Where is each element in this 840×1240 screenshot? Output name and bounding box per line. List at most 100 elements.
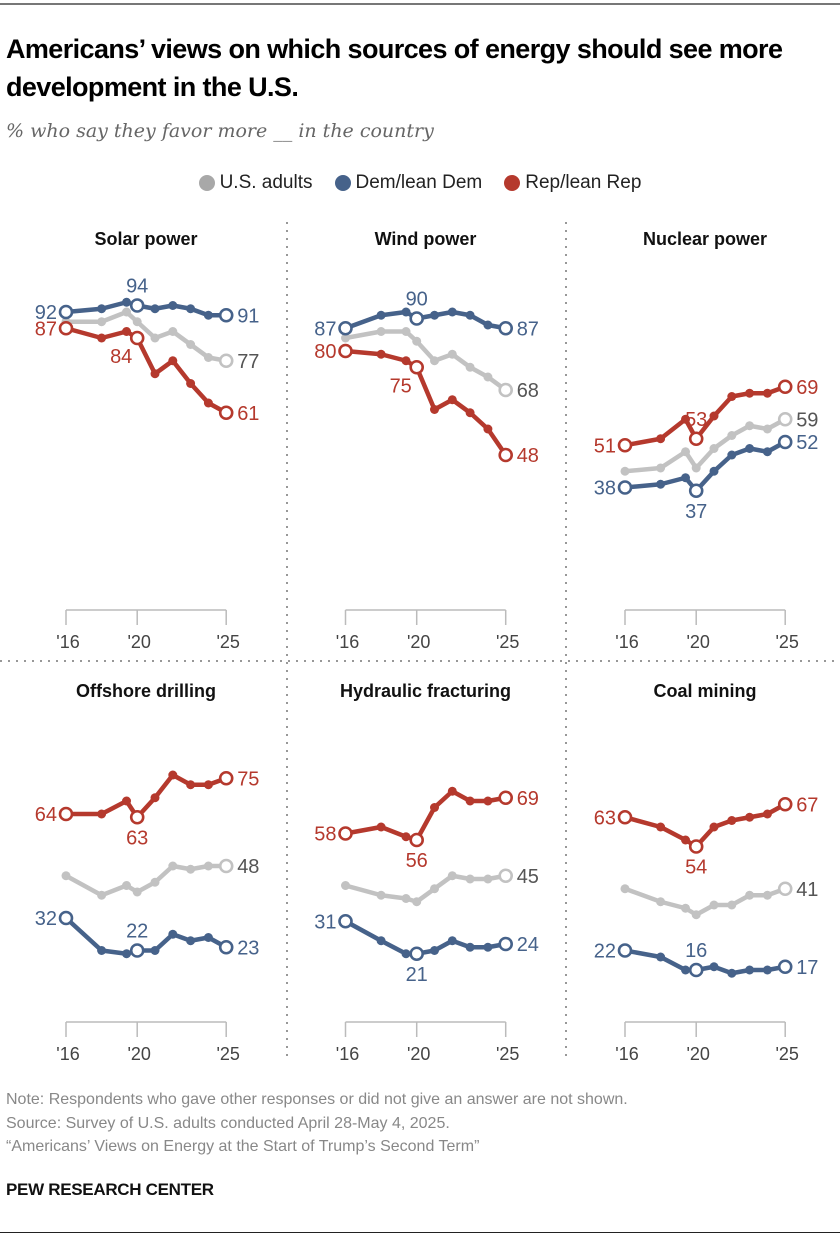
data-point-open-us <box>777 411 793 427</box>
panel-offshore-drilling: Offshore drilling '16 '20 '25 48 32 22 23 64 63 75 <box>35 681 260 1064</box>
data-point-open-us <box>218 858 234 874</box>
data-label-dem: 52 <box>796 432 818 454</box>
panel-solar-power: Solar power '16 '20 '25 77 92 94 91 87 84 61 <box>35 229 260 652</box>
series-line-rep <box>65 326 228 415</box>
legend-item-dem: Dem/lean Dem <box>334 172 483 194</box>
data-point-us <box>203 353 213 362</box>
data-point-dem <box>709 466 719 476</box>
x-tick-label: '25 <box>496 1044 519 1064</box>
data-label-rep: 61 <box>237 403 259 425</box>
data-point-us <box>341 333 350 343</box>
data-point-us <box>483 874 493 884</box>
data-point-us <box>401 327 411 336</box>
x-tick-label: '25 <box>496 632 519 652</box>
data-point-dem <box>430 946 439 955</box>
data-point-open-dem <box>129 298 145 313</box>
chart-title: Americans’ views on which sources of ene… <box>6 34 783 102</box>
data-point-dem <box>122 949 132 959</box>
data-point-open-rep <box>218 770 234 786</box>
x-tick-label: '20 <box>407 1044 430 1064</box>
data-point-dem <box>430 310 439 320</box>
data-point-us <box>430 356 439 366</box>
data-point-us <box>412 336 422 346</box>
data-point-us <box>727 431 737 440</box>
legend-label: Dem/lean Dem <box>355 172 483 193</box>
data-point-dem <box>168 301 178 310</box>
data-point-dem <box>401 307 411 317</box>
series-line-rep <box>345 348 508 457</box>
data-point-open-dem <box>777 959 793 975</box>
data-point-rep <box>709 411 719 421</box>
data-label-rep: 63 <box>594 807 616 829</box>
data-label-rep: 54 <box>685 857 707 879</box>
data-point-open-dem <box>409 946 425 962</box>
x-tick-label: '25 <box>216 632 239 652</box>
x-tick-label: '20 <box>686 1044 709 1064</box>
data-point-us <box>483 372 493 382</box>
data-point-open-rep <box>218 405 234 421</box>
data-label-rep: 69 <box>517 788 539 810</box>
data-label-dem: 32 <box>35 908 57 930</box>
data-point-dem <box>656 479 666 489</box>
data-point-us <box>150 333 160 343</box>
data-label-dem: 24 <box>517 934 539 956</box>
data-label-dem: 90 <box>406 289 428 311</box>
data-point-dem <box>727 968 737 978</box>
data-point-us <box>656 897 666 907</box>
data-label-dem: 37 <box>685 501 707 523</box>
data-point-open-us <box>498 382 514 398</box>
data-point-rep <box>681 414 691 424</box>
legend-item-rep: Rep/lean Rep <box>504 172 641 194</box>
data-point-us <box>620 466 630 476</box>
series-line-dem <box>65 300 227 318</box>
data-point-us <box>132 317 142 327</box>
data-label-rep: 84 <box>110 346 132 368</box>
data-label-rep: 87 <box>35 318 57 340</box>
data-point-us <box>691 463 701 473</box>
data-label-dem: 87 <box>517 318 539 340</box>
data-label-us: 45 <box>517 866 539 888</box>
data-label-rep: 48 <box>517 445 539 467</box>
panel-title: Coal mining <box>654 681 757 701</box>
data-point-rep <box>122 327 132 336</box>
data-label-dem: 38 <box>594 478 616 500</box>
data-point-us <box>401 894 411 903</box>
data-point-dem <box>745 965 755 975</box>
data-point-us <box>186 864 196 874</box>
data-point-dem <box>727 450 737 460</box>
data-point-us <box>620 884 630 894</box>
x-tick-label: '16 <box>56 1044 79 1064</box>
data-point-rep <box>186 780 196 790</box>
panel-title: Wind power <box>375 229 477 249</box>
data-point-open-rep <box>129 330 145 346</box>
chart-subtitle: % who say they favor more __ in the coun… <box>6 120 434 142</box>
data-point-dem <box>97 304 107 314</box>
data-point-rep <box>656 434 666 444</box>
data-point-rep <box>465 796 475 806</box>
x-tick-label: '16 <box>336 1044 359 1064</box>
data-point-open-rep <box>409 832 425 848</box>
data-point-open-rep <box>688 431 704 447</box>
data-label-dem: 23 <box>237 937 259 959</box>
data-point-open-rep <box>129 809 145 825</box>
x-tick-label: '16 <box>615 1044 638 1064</box>
x-tick-label: '16 <box>336 632 359 652</box>
data-point-us <box>762 890 772 900</box>
data-point-us <box>745 421 755 431</box>
data-label-rep: 53 <box>685 409 707 431</box>
data-point-open-dem <box>688 483 704 499</box>
legend-swatch-rep <box>504 175 521 191</box>
x-tick-label: '20 <box>686 632 709 652</box>
data-point-open-dem <box>58 304 74 320</box>
data-point-dem <box>656 952 666 962</box>
x-tick-label: '20 <box>127 1044 150 1064</box>
brand-logo-text: PEW RESEARCH CENTER <box>6 1180 214 1199</box>
data-label-dem: 94 <box>126 276 148 298</box>
panel-hydraulic-fracturing: Hydraulic fracturing '16 '20 '25 45 31 21 24 58 5… <box>314 681 539 1064</box>
data-point-dem <box>186 304 196 314</box>
data-point-open-dem <box>218 939 234 955</box>
data-point-open-rep <box>617 437 633 453</box>
panel-coal-mining: Coal mining '16 '20 '25 41 22 16 17 63 54 67 <box>594 681 819 1064</box>
data-point-open-rep <box>409 359 425 375</box>
